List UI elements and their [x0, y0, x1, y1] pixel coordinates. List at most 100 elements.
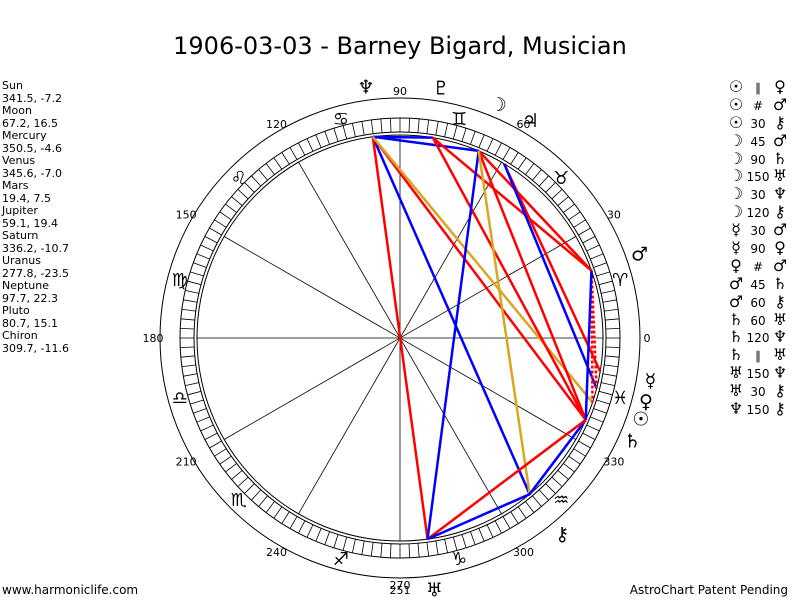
- degree-tick: [582, 236, 596, 244]
- aspect-row: ☉ 30 ⚷: [726, 113, 790, 132]
- planet-glyph: ♂: [728, 291, 744, 311]
- degree-label: 60: [517, 118, 531, 131]
- degree-tick: [601, 289, 615, 294]
- degree-tick: [181, 364, 196, 368]
- degree-tick: [545, 182, 556, 193]
- degree-tick: [605, 328, 620, 330]
- planet-glyph: ☽: [728, 148, 744, 168]
- zodiac-sign-glyph: ♎: [172, 388, 188, 409]
- planet-glyph-moon: ☽: [490, 94, 507, 116]
- aspect-list: ☉ ∥ ♀ ☉ # ♂ ☉ 30 ⚷ ☽ 45 ♂ ☽ 90 ♄ ☽ 150 ♅ ☽ 30 ♆ ☽ 120 ⚷ ☿ 30 ♂ ☿ 90 ♀…: [726, 78, 790, 418]
- planet-name: Pluto: [2, 304, 30, 317]
- degree-tick: [601, 382, 615, 387]
- planet-glyph-sun: ☉: [632, 409, 649, 431]
- degree-tick: [470, 531, 476, 545]
- zodiac-sign-glyph: ♒: [553, 490, 569, 511]
- planet-glyph: ⚷: [774, 291, 786, 311]
- aspect-line: [477, 150, 593, 272]
- aspect-line: [371, 136, 587, 421]
- aspect-row: ♂ 60 ⚷: [726, 291, 790, 311]
- planet-glyph: ♀: [730, 255, 742, 275]
- degree-tick: [417, 118, 420, 133]
- degree-tick: [532, 495, 542, 507]
- degree-label: 30: [607, 209, 621, 222]
- degree-tick: [219, 211, 232, 221]
- aspect-value: 150: [746, 170, 770, 185]
- degree-tick: [333, 128, 339, 142]
- planet-glyph: ♂: [728, 273, 744, 293]
- degree-tick: [265, 501, 275, 513]
- aspect-line: [371, 136, 531, 495]
- degree-tick: [590, 253, 604, 260]
- degree-tick: [494, 142, 502, 156]
- degree-tick: [183, 299, 198, 303]
- planet-glyph: ♂: [772, 130, 788, 150]
- degree-label: 150: [176, 209, 197, 222]
- aspect-row: ☿ 30 ♂: [726, 221, 790, 239]
- aspect-line: [432, 136, 593, 272]
- planet-glyph: ☉: [728, 94, 744, 114]
- planet-name: Saturn: [2, 229, 39, 242]
- degree-tick: [351, 539, 356, 553]
- aspect-value: ∥: [755, 81, 761, 95]
- degree-tick: [187, 390, 202, 396]
- aspect-value: 30: [750, 116, 766, 131]
- planet-glyph: ♄: [772, 273, 788, 293]
- aspect-row: ☽ 120 ⚷: [726, 203, 790, 221]
- planet-glyph: ♀: [774, 77, 786, 96]
- aspect-value: 150: [746, 367, 770, 382]
- planet-value: 277.8, -23.5: [2, 266, 69, 280]
- aspect-line: [426, 150, 480, 540]
- planet-glyph-venus: ♀: [639, 391, 653, 413]
- degree-tick: [180, 355, 195, 358]
- degree-tick: [183, 373, 198, 377]
- aspect-value: 30: [750, 224, 766, 239]
- degree-tick: [190, 271, 204, 277]
- degree-tick: [568, 211, 581, 221]
- zodiac-sign-glyph: ♍: [172, 270, 188, 291]
- planet-name: Sun: [2, 79, 23, 92]
- degree-tick: [180, 346, 195, 348]
- planet-glyph-mercury: ☿: [645, 370, 657, 392]
- aspect-value: 60: [750, 295, 766, 310]
- degree-tick: [306, 524, 314, 538]
- aspect-value: 45: [750, 277, 766, 292]
- degree-tick: [478, 528, 485, 542]
- degree-tick: [380, 543, 383, 558]
- degree-tick: [190, 399, 204, 405]
- website-link[interactable]: www.harmoniclife.com: [2, 583, 139, 597]
- degree-tick: [237, 189, 249, 200]
- aspect-row: ♄ 60 ♅: [726, 310, 790, 329]
- planet-glyph: ☽: [728, 166, 744, 186]
- planet-glyph: ⚷: [774, 202, 786, 222]
- degree-tick: [470, 131, 476, 145]
- zodiac-sign-glyph: ♊: [451, 109, 467, 130]
- planet-name: Chiron: [2, 329, 38, 342]
- aspect-row: ☽ 30 ♆: [726, 185, 790, 203]
- degree-tick: [596, 399, 610, 405]
- degree-tick: [298, 520, 306, 534]
- planet-glyph: ☽: [728, 184, 744, 204]
- planet-glyph-uranus: ♅: [426, 580, 443, 600]
- planet-glyph: ☿: [731, 238, 741, 258]
- degree-tick: [510, 511, 519, 524]
- aspect-row: ☽ 150 ♅: [726, 167, 790, 185]
- degree-label: 210: [176, 456, 197, 469]
- degree-tick: [586, 244, 600, 252]
- planet-glyph-mars: ♂: [631, 244, 648, 266]
- degree-tick: [435, 121, 439, 136]
- aspect-line: [477, 150, 587, 421]
- degree-tick: [231, 196, 243, 206]
- planet-glyph-neptune: ♆: [357, 76, 374, 98]
- degree-label: 300: [513, 546, 534, 559]
- aspect-value: 120: [746, 206, 770, 221]
- planet-name: Mercury: [2, 129, 47, 142]
- aspect-value: #: [752, 98, 764, 113]
- degree-tick: [342, 536, 348, 551]
- planet-glyph-chiron: ⚷: [555, 523, 569, 545]
- planet-glyph: ♄: [728, 345, 744, 365]
- planet-glyph: ♅: [728, 363, 744, 383]
- degree-tick: [557, 196, 569, 206]
- degree-tick: [417, 543, 420, 558]
- planet-glyph: ☽: [728, 202, 744, 222]
